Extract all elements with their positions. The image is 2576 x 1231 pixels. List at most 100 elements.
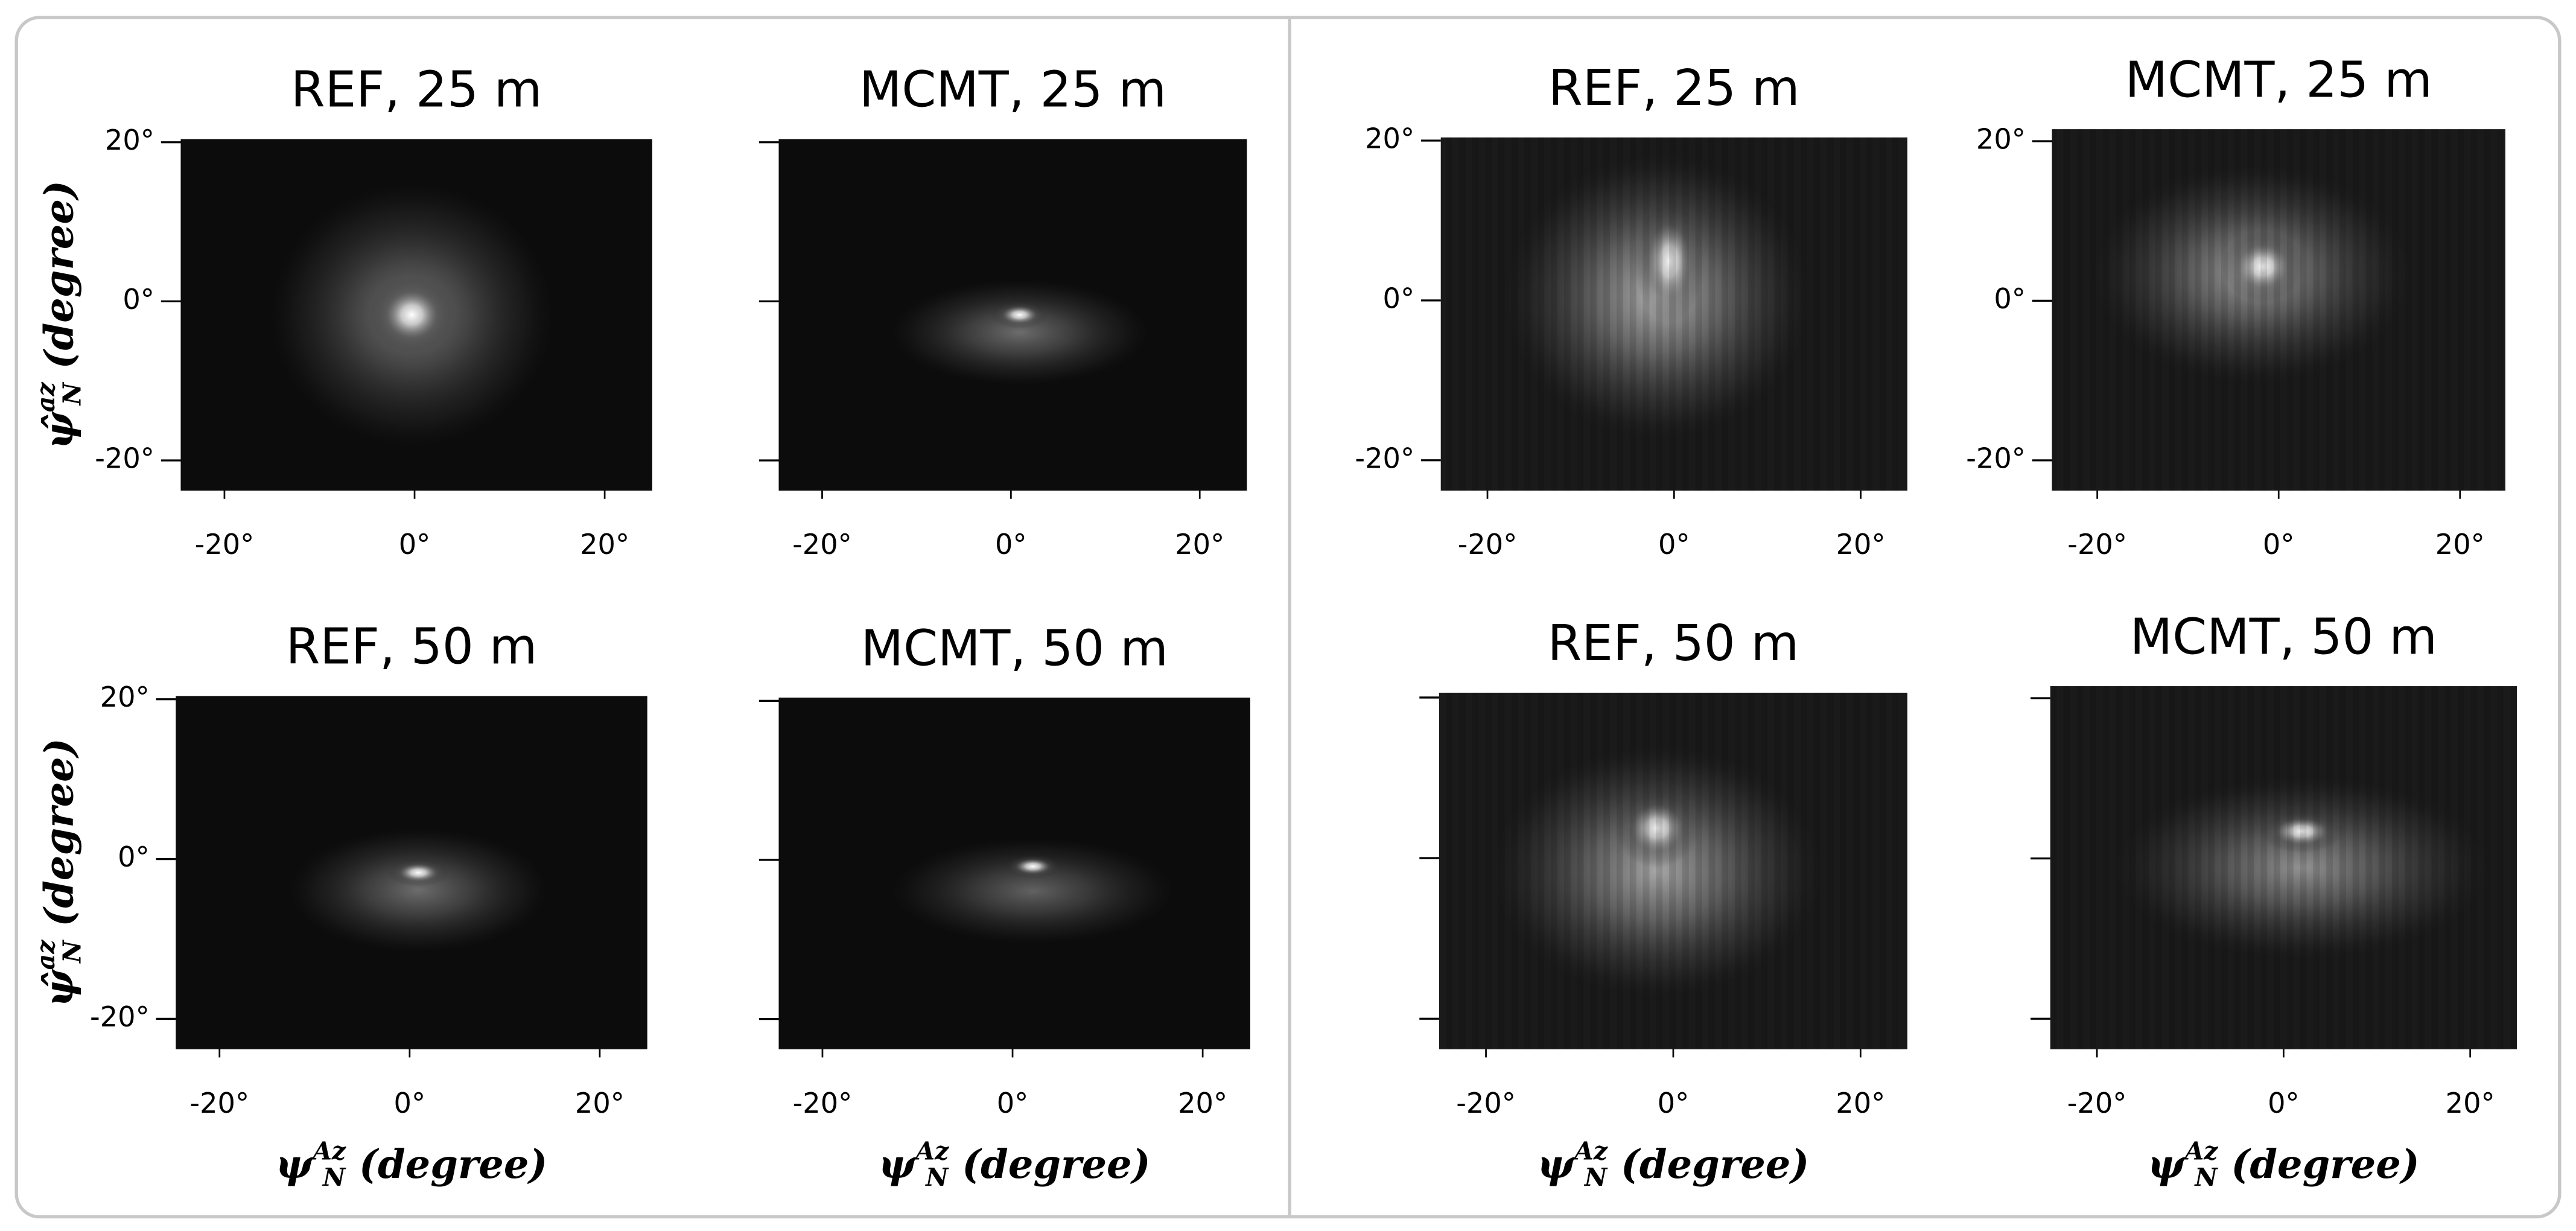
axis-label-sup: Az — [310, 1136, 346, 1165]
x-tick-label: 20° — [580, 528, 629, 561]
intensity-blob — [288, 828, 549, 952]
x-tick-label: 0° — [2263, 528, 2295, 561]
y-tick-label: 0° — [1383, 282, 1415, 314]
axis-label-text: ψAz N (degree) — [879, 1136, 1151, 1192]
x-tick-label: 20° — [1175, 528, 1224, 561]
y-tick-label: 20° — [100, 681, 150, 713]
axis-label-symbol: ψ̂ — [36, 969, 82, 1007]
axis-label-unit: (degree) — [36, 738, 82, 940]
axis-label-unit: (degree) — [345, 1142, 547, 1188]
panel-title: REF, 50 m — [286, 619, 538, 676]
intensity-blob — [991, 301, 1048, 329]
axis-label-sup: az — [31, 381, 60, 412]
x-tick-label: -20° — [792, 528, 852, 561]
x-tick-label: -20° — [2067, 1087, 2127, 1119]
axis-label-unit: (degree) — [948, 1142, 1150, 1188]
y-tick-label: -20° — [1355, 442, 1414, 474]
x-tick-label: 0° — [2268, 1087, 2300, 1119]
heatmap — [2050, 686, 2517, 1049]
y-tick-label: 20° — [1976, 122, 2026, 155]
heatmap — [778, 698, 1250, 1049]
axis-label-sub: N — [57, 381, 86, 406]
axis-label-sub: N — [57, 940, 86, 964]
axis-label-sup: az — [31, 940, 60, 970]
axis-label-text: ψAz N (degree) — [2148, 1136, 2420, 1192]
axis-label-text: ψ̂azN (degree) — [31, 738, 86, 1007]
axis-label: ψ̂azN (degree) — [31, 180, 86, 449]
x-tick-label: 0° — [997, 1087, 1029, 1119]
axis-label-sub: N — [924, 1162, 949, 1191]
intensity-blob — [369, 276, 454, 354]
axis-label: ψAz N (degree) — [879, 1136, 1151, 1192]
pixel-texture — [1440, 137, 1907, 491]
x-tick-label: 0° — [399, 528, 431, 561]
y-tick-label: 20° — [1365, 122, 1414, 155]
pixel-texture — [2052, 129, 2505, 491]
x-tick-label: -20° — [189, 1087, 249, 1119]
x-tick-label: -20° — [195, 528, 255, 561]
axis-label: ψAz N (degree) — [2148, 1136, 2420, 1192]
x-tick-label: 0° — [1658, 528, 1690, 561]
x-tick-label: 20° — [1836, 528, 1886, 561]
intensity-blob — [387, 858, 450, 887]
axis-label-text: ψAz N (degree) — [1538, 1136, 1810, 1192]
axis-label: ψAz N (degree) — [276, 1136, 548, 1192]
y-tick-label: 20° — [105, 124, 154, 156]
heatmap — [2052, 129, 2505, 491]
panel-title: REF, 25 m — [291, 62, 542, 119]
x-tick-label: 20° — [1836, 1087, 1885, 1119]
heatmap — [1440, 137, 1907, 491]
x-tick-label: 20° — [2435, 528, 2485, 561]
panel-title: REF, 25 m — [1548, 60, 1800, 117]
axis-label-symbol: ψ — [879, 1142, 917, 1188]
y-tick-label: 0° — [1994, 282, 2026, 315]
axis-label-unit: (degree) — [2218, 1142, 2420, 1188]
y-tick-label: 0° — [122, 283, 154, 316]
x-tick-label: 20° — [1178, 1087, 1227, 1119]
intensity-blob — [891, 279, 1149, 386]
y-tick-label: -20° — [95, 442, 154, 474]
x-tick-label: 20° — [2446, 1087, 2495, 1119]
heatmap — [176, 696, 647, 1049]
x-tick-label: -20° — [1456, 1087, 1516, 1119]
panel-title: MCMT, 25 m — [859, 62, 1166, 119]
axis-label-unit: (degree) — [1607, 1142, 1809, 1188]
axis-label-sub: N — [322, 1162, 346, 1191]
axis-label-symbol: ψ̂ — [36, 410, 82, 449]
axis-label: ψAz N (degree) — [1538, 1136, 1810, 1192]
axis-label-sup: Az — [913, 1136, 949, 1165]
y-tick-label: -20° — [1966, 442, 2026, 474]
axis-label-sub: N — [2193, 1162, 2218, 1191]
pixel-texture — [1439, 692, 1907, 1049]
panel-title: MCMT, 50 m — [2130, 608, 2437, 666]
x-tick-label: 0° — [394, 1087, 426, 1119]
axis-label-sub: N — [1583, 1162, 1608, 1191]
pixel-texture — [2050, 686, 2517, 1049]
x-tick-label: -20° — [2067, 528, 2127, 561]
heatmap — [180, 139, 652, 491]
intensity-blob — [1004, 854, 1061, 879]
panel-title: MCMT, 25 m — [2125, 51, 2432, 109]
x-tick-label: 20° — [575, 1087, 625, 1119]
x-tick-label: 0° — [995, 528, 1027, 561]
panel-title: REF, 50 m — [1548, 615, 1799, 672]
x-tick-label: -20° — [1458, 528, 1518, 561]
axis-label-unit: (degree) — [36, 180, 82, 383]
axis-label-sup: Az — [1572, 1136, 1608, 1165]
axis-label-text: ψAz N (degree) — [276, 1136, 548, 1192]
panel-title: MCMT, 50 m — [861, 620, 1168, 677]
axis-label: ψ̂azN (degree) — [31, 738, 86, 1007]
axis-label-text: ψ̂azN (degree) — [31, 180, 86, 449]
heatmap — [1439, 692, 1907, 1049]
intensity-blob — [891, 838, 1175, 944]
x-tick-label: 0° — [1658, 1087, 1690, 1119]
axis-label-sup: Az — [2183, 1136, 2219, 1165]
x-tick-label: -20° — [793, 1087, 853, 1119]
heatmap — [778, 139, 1247, 491]
axis-label-symbol: ψ — [1538, 1142, 1576, 1188]
y-tick-label: -20° — [90, 1000, 150, 1033]
axis-label-symbol: ψ — [2148, 1142, 2186, 1188]
axis-label-symbol: ψ — [276, 1142, 314, 1188]
